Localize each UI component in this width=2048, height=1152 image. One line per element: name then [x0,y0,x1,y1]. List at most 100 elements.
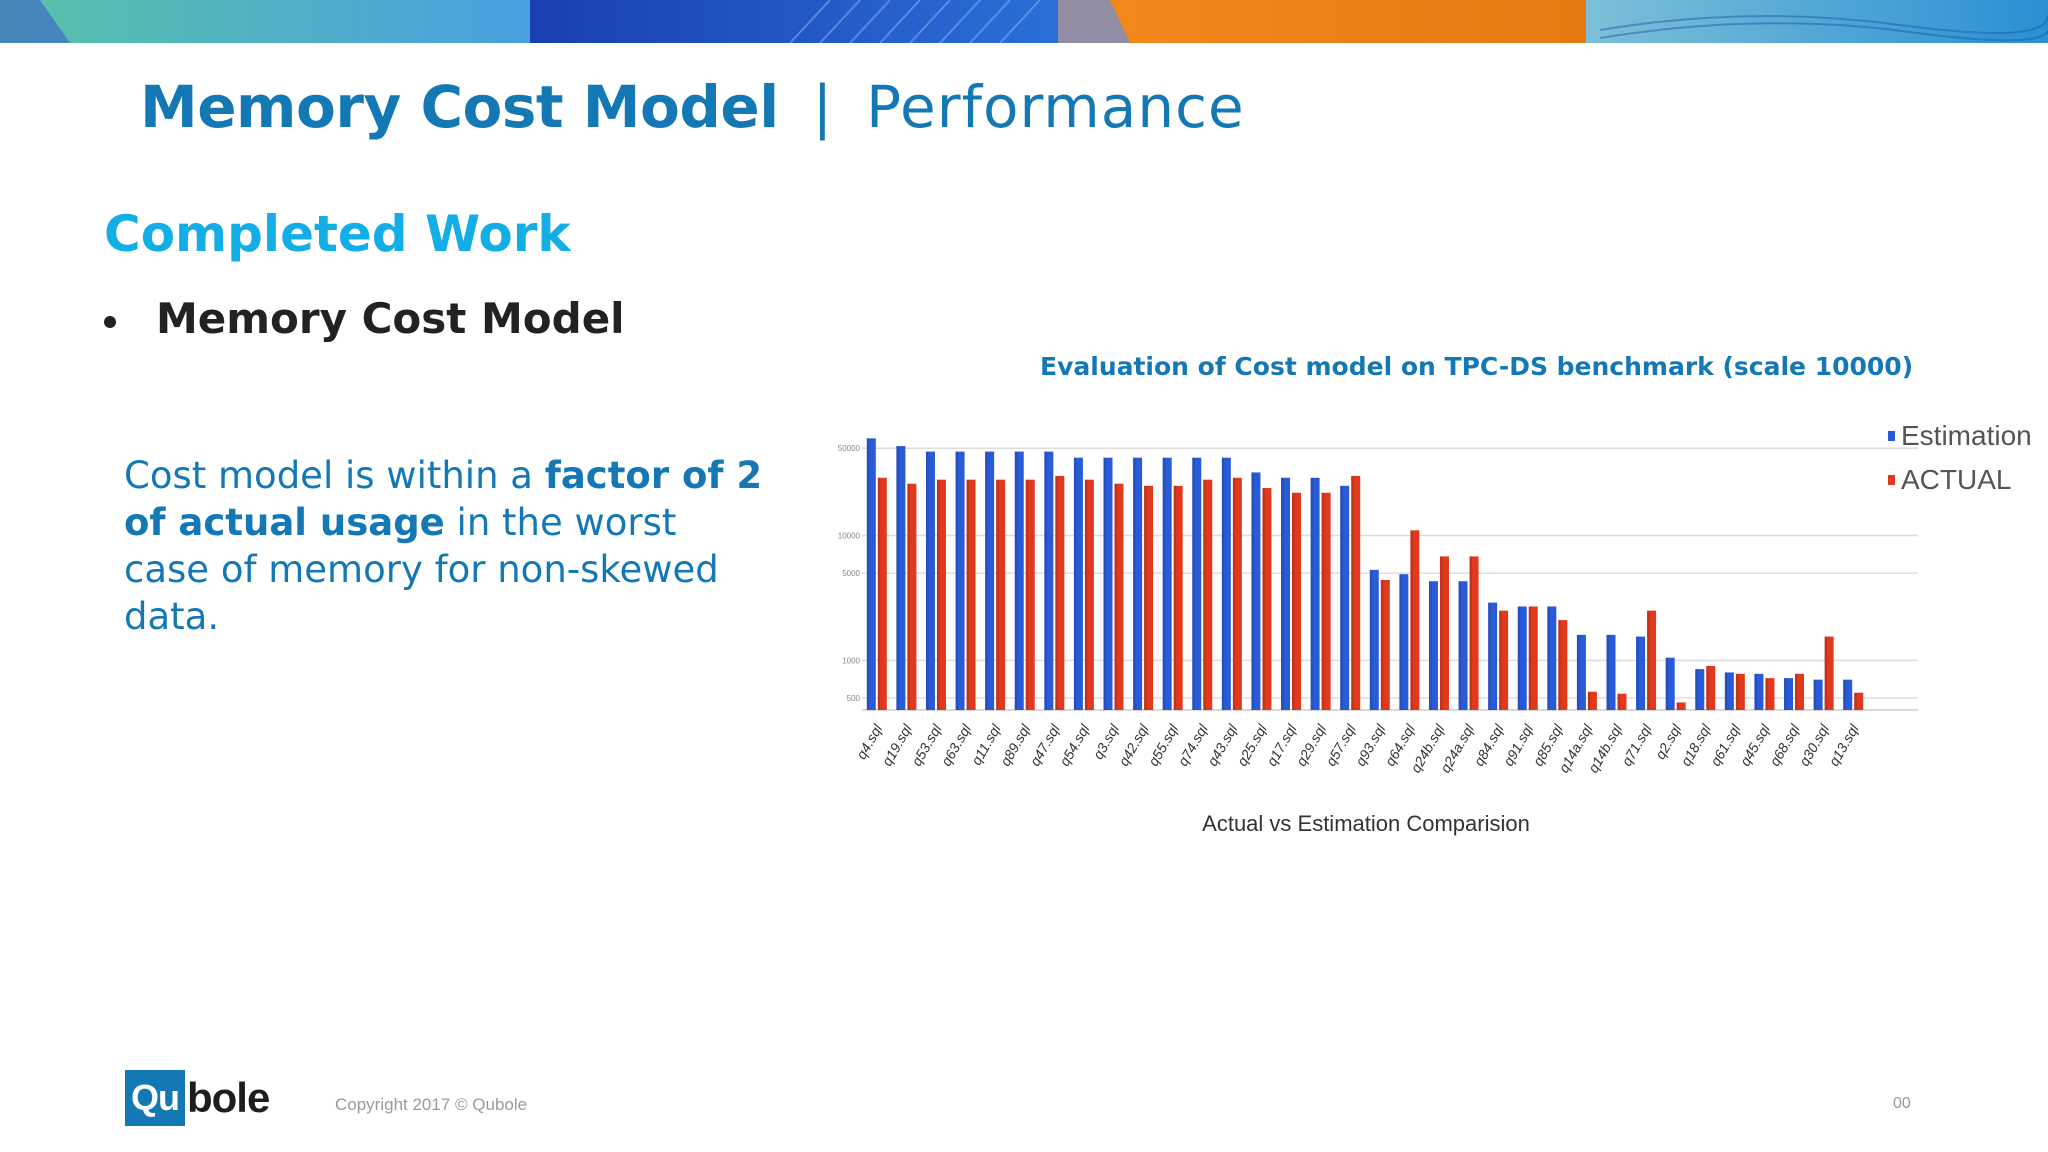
bar-estimation [1399,574,1409,710]
y-tick-label: 5000 [842,569,860,578]
bar-estimation [1369,569,1379,710]
qubole-logo: Qu bole [125,1070,270,1126]
bar-shade [1517,606,1521,710]
legend-label-actual: ACTUAL [1901,464,2011,495]
bar-actual [1558,620,1568,710]
bar-estimation [1162,457,1172,710]
bar-actual [1025,479,1035,710]
title-separator: | [812,73,833,141]
callout-text: Cost model is within a factor of 2 of ac… [124,452,764,640]
bar-shade [1162,457,1166,710]
bar-shade [1203,479,1206,710]
bar-actual [936,479,946,710]
bar-shade [1084,479,1088,710]
bar-shade [1321,492,1325,710]
bar-actual [1795,673,1805,710]
bar-estimation [1547,606,1557,710]
bar-estimation [1458,581,1468,710]
bar-estimation [1281,477,1291,710]
bar-actual [1055,475,1065,710]
bar-actual [1528,606,1538,710]
logo-box: Qu [125,1070,185,1126]
bar-actual [1232,477,1242,710]
legend-swatch-estimation [1888,431,1895,441]
bar-shade [1647,610,1650,710]
bar-shade [1547,606,1550,710]
bar-actual [1617,693,1627,710]
y-tick-label: 50000 [838,444,861,453]
bar-shade [1528,606,1532,710]
bar-estimation [1103,457,1113,710]
bar-shade [1735,673,1739,710]
bar-estimation [1695,669,1705,710]
bullet-dot-icon [104,315,116,328]
bar-estimation [955,451,965,710]
bullet-item: Memory Cost Model [104,294,625,343]
bar-actual [877,477,887,710]
bar-actual [1439,556,1449,710]
bar-estimation [1133,457,1143,710]
copyright-text: Copyright 2017 © Qubole [335,1095,528,1114]
page-number: 00 [1893,1095,1911,1112]
bar-shade [936,479,940,710]
bar-estimation [1754,673,1764,710]
bar-estimation [1192,457,1202,710]
bar-shade [1351,475,1354,710]
bar-shade [1617,693,1620,710]
bar-shade [896,446,899,710]
bar-estimation [1606,634,1616,710]
bar-shade [1192,457,1195,710]
bar-estimation [1310,477,1320,710]
bar-estimation [1813,679,1823,710]
bar-shade [1428,581,1432,710]
bar-actual [1262,488,1272,710]
logo-text: bole [187,1074,270,1121]
top-decorative-banner [0,0,2048,43]
bar-shade [877,477,881,710]
bar-shade [1262,488,1265,710]
bar-shade [1133,457,1136,710]
bar-estimation [1784,678,1794,710]
bar-estimation [896,446,906,710]
bar-actual [1173,485,1183,710]
bar-shade [1824,636,1828,710]
bar-shade [1606,634,1609,710]
bar-shade [1369,569,1373,710]
bar-shade [1380,580,1384,710]
x-tick-label: q54.sql [1056,721,1093,769]
bar-actual [1114,483,1124,710]
bar-shade [1576,634,1580,710]
bar-shade [985,451,988,710]
section-heading: Completed Work [104,205,571,263]
bar-shade [955,451,959,710]
bar-shade [1636,636,1639,710]
bar-shade [1676,702,1680,710]
bar-actual [966,479,976,710]
bar-estimation [985,451,995,710]
bar-actual [1647,610,1657,710]
x-axis-title: Actual vs Estimation Comparision [1202,811,1530,836]
bar-shade [1399,574,1402,710]
bar-shade [1665,657,1669,710]
bar-shade [1695,669,1698,710]
slide-title: Memory Cost Model | Performance [140,62,1245,152]
bar-shade [1469,556,1473,710]
bar-shade [1488,602,1491,710]
bar-actual [1735,673,1745,710]
bar-actual [1380,580,1390,710]
bar-shade [996,479,999,710]
bar-shade [1044,451,1047,710]
x-tick-label: q13.sql [1825,721,1862,769]
x-tick-label: q71.sql [1618,721,1655,769]
bar-estimation [1014,451,1024,710]
bar-estimation [925,451,935,710]
bar-shade [1221,457,1225,710]
bar-shade [1439,556,1443,710]
bar-actual [1676,702,1686,710]
legend-swatch-actual [1888,475,1895,485]
bar-estimation [1488,602,1498,710]
bar-actual [1203,479,1213,710]
chart-title: Evaluation of Cost model on TPC-DS bench… [1040,352,1914,381]
bar-actual [1587,691,1597,710]
bar-shade [1251,472,1254,710]
